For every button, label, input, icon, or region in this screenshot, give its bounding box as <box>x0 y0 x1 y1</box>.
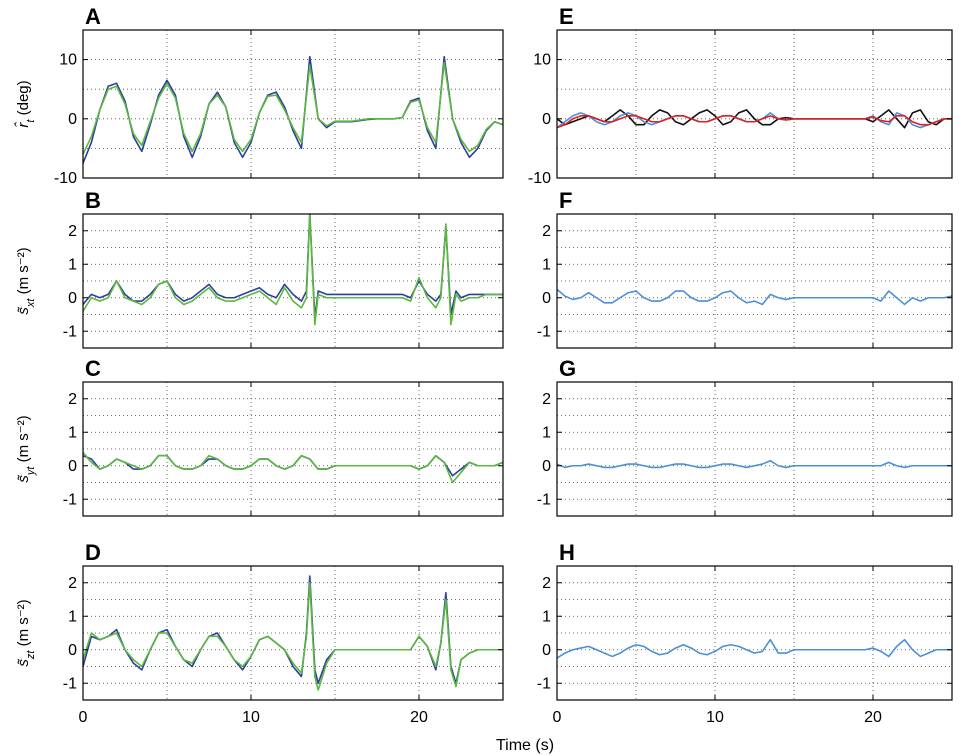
series-line-1 <box>82 575 503 685</box>
y-tick-label: 0 <box>68 642 77 659</box>
x-tick-label: 20 <box>864 709 882 726</box>
y-tick-label: 1 <box>68 424 77 441</box>
y-tick-label: 0 <box>68 290 77 307</box>
x-tick-label: 20 <box>410 709 428 726</box>
y-tick-label: 1 <box>68 256 77 273</box>
x-tick-label: 0 <box>553 709 562 726</box>
y-axis-label: s̃yt (m s⁻²) <box>15 415 37 482</box>
series-line-2 <box>82 213 503 326</box>
series-line-2 <box>82 61 504 155</box>
gridlines <box>557 30 952 178</box>
x-axis-label: Time (s) <box>496 737 554 754</box>
x-tick-label: 10 <box>706 709 724 726</box>
y-tick-label: 0 <box>542 290 551 307</box>
plot-frame <box>556 565 953 701</box>
y-tick-label: -10 <box>54 170 77 187</box>
y-tick-label: 10 <box>59 52 77 69</box>
series-line-1 <box>556 459 952 469</box>
panel-letter: C <box>85 356 101 381</box>
gridlines <box>83 214 503 348</box>
y-tick-label: 0 <box>542 642 551 659</box>
y-tick-label: 0 <box>68 458 77 475</box>
panel-letter: A <box>85 4 101 29</box>
y-tick-label: 2 <box>68 391 77 408</box>
plot-frame <box>556 29 953 179</box>
series-line-1 <box>556 638 952 659</box>
gridlines <box>83 566 503 700</box>
gridlines <box>83 30 503 178</box>
y-tick-label: 1 <box>68 608 77 625</box>
y-axis-label-symbol: s̃ <box>15 474 32 483</box>
plot-frame <box>82 29 504 179</box>
y-axis-label-unit: (m s⁻²) <box>15 247 32 298</box>
y-axis-label-symbol: s̃ <box>15 306 32 315</box>
gridlines <box>557 214 952 348</box>
panel-G: G -1 0 1 2 <box>537 356 953 517</box>
plot-frame <box>82 381 504 517</box>
y-axis-label-unit: (m s⁻²) <box>15 415 32 466</box>
y-axis-label-symbol: r̂ <box>14 122 32 128</box>
y-tick-label: -1 <box>63 675 77 692</box>
y-tick-label: 1 <box>542 256 551 273</box>
panel-letter: E <box>559 4 574 29</box>
y-axis-label-symbol: s̃ <box>15 658 32 667</box>
plot-frame <box>556 213 953 349</box>
y-tick-label: -10 <box>528 170 551 187</box>
gridlines <box>83 382 503 516</box>
panel-E: E -10 0 10 <box>528 4 953 187</box>
y-axis-label: s̃xt (m s⁻²) <box>15 247 37 314</box>
y-tick-label: 2 <box>68 223 77 240</box>
series-line-2 <box>82 581 503 691</box>
y-axis-label: r̂t (deg) <box>14 80 37 127</box>
y-tick-label: 1 <box>542 608 551 625</box>
y-tick-label: -1 <box>537 491 551 508</box>
y-tick-label: -1 <box>63 491 77 508</box>
y-tick-label: -1 <box>537 323 551 340</box>
panel-A: A -10 0 10 r̂t (deg) <box>14 4 504 187</box>
plot-frame <box>82 565 504 701</box>
y-tick-label: -1 <box>537 675 551 692</box>
panel-letter: F <box>559 188 572 213</box>
series-line-1 <box>556 288 953 306</box>
y-axis-label-subscript: t <box>25 119 37 123</box>
panel-letter: B <box>85 188 101 213</box>
y-axis-label-subscript: xt <box>25 298 37 309</box>
y-tick-label: 0 <box>542 458 551 475</box>
y-tick-label: 2 <box>68 575 77 592</box>
y-tick-label: -1 <box>63 323 77 340</box>
panel-letter: G <box>559 356 576 381</box>
x-tick-label: 0 <box>79 709 88 726</box>
y-tick-label: 10 <box>533 52 551 69</box>
plot-frame <box>556 381 953 517</box>
y-axis-label-subscript: zt <box>25 650 37 661</box>
y-axis-label: s̃zt (m s⁻²) <box>15 599 37 666</box>
panel-letter: H <box>559 540 575 565</box>
panel-C: C -1 0 1 2 s̃yt (m s⁻²) <box>15 356 504 517</box>
y-tick-label: 2 <box>542 391 551 408</box>
x-tick-label: 10 <box>242 709 260 726</box>
y-tick-label: 2 <box>542 223 551 240</box>
panel-B: B -1 0 1 2 s̃xt (m s⁻²) <box>15 188 504 349</box>
panel-F: F -1 0 1 2 <box>537 188 953 349</box>
series-line-3 <box>556 115 952 129</box>
y-tick-label: 0 <box>542 111 551 128</box>
y-tick-label: 2 <box>542 575 551 592</box>
series-line-1 <box>82 213 503 319</box>
y-tick-label: 0 <box>68 111 77 128</box>
plot-frame <box>82 213 504 349</box>
y-axis-label-unit: (m s⁻²) <box>15 599 32 650</box>
y-axis-label-subscript: yt <box>25 466 37 477</box>
series-line-2 <box>82 451 504 484</box>
y-tick-label: 1 <box>542 424 551 441</box>
gridlines <box>557 382 952 516</box>
y-axis-label-unit: (deg) <box>15 80 32 119</box>
series-line-1 <box>556 109 952 129</box>
gridlines <box>557 566 952 700</box>
panel-letter: D <box>85 540 101 565</box>
